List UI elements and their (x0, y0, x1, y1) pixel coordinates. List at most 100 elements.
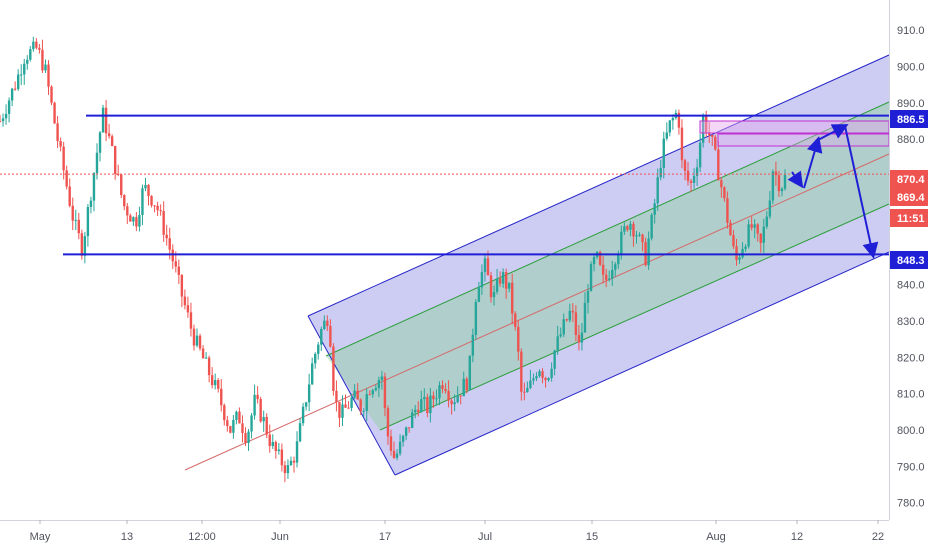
candle-body (86, 206, 90, 237)
candle-body (426, 396, 429, 414)
candle-body (323, 320, 326, 330)
candle-body (486, 258, 490, 276)
candle-body (520, 351, 523, 392)
candle-body (671, 118, 675, 121)
candle-body (477, 287, 481, 302)
candle-body (574, 312, 578, 335)
price-axis[interactable]: 780.0 790.0 800.0 810.0 820.0 830.0 840.0 880.0… (897, 25, 925, 510)
candle-body (604, 274, 608, 280)
candle-body (129, 215, 132, 222)
time-axis[interactable]: May 13 12:00 Jun 17 Jul 15 Aug 12 22 (30, 520, 885, 543)
candle-body (117, 173, 120, 175)
candle-body (750, 224, 753, 228)
candle-body (223, 405, 226, 421)
price-tag (890, 188, 928, 206)
candle-body (414, 409, 417, 413)
candle-body (571, 310, 575, 313)
candle-body (411, 412, 414, 428)
candle-body (547, 378, 550, 381)
time-tick-label: 15 (586, 531, 598, 543)
candle-body (177, 266, 181, 275)
candle-body (474, 301, 478, 335)
candle-body (617, 253, 620, 265)
candle-body (559, 334, 562, 337)
candle-body (532, 378, 535, 381)
candle-body (456, 395, 459, 403)
time-tick-label: 13 (121, 531, 133, 543)
candle-body (514, 313, 517, 327)
target-zone-lower (717, 133, 890, 147)
candle-body (198, 335, 202, 349)
candle-body (480, 272, 484, 288)
candle-body (23, 63, 26, 75)
candle-body (238, 411, 241, 424)
candle-body (132, 217, 135, 222)
candle-body (332, 346, 335, 391)
candle-body (517, 326, 520, 352)
channel-outer-band (308, 55, 889, 475)
candle-body (256, 394, 259, 400)
time-tick-label: Aug (706, 531, 726, 543)
candle-body (241, 423, 244, 434)
candle-body (44, 64, 47, 71)
price-tick-label: 900.0 (897, 62, 925, 74)
candle-body (765, 216, 769, 227)
candle-body (35, 41, 38, 48)
candle-body (138, 214, 141, 227)
candle-body (320, 329, 323, 345)
candle-body (286, 465, 290, 474)
candle-body (711, 134, 714, 137)
time-tick-label: Jun (271, 531, 289, 543)
candle-body (383, 376, 387, 409)
candle-body (529, 380, 532, 388)
price-tick-label: 800.0 (897, 425, 925, 437)
candle-body (447, 390, 450, 401)
candles-layer (0, 36, 787, 483)
candle-body (310, 363, 314, 385)
candle-body (689, 180, 693, 183)
candle-body (62, 146, 65, 171)
candle-body (301, 406, 305, 424)
candle-body (759, 233, 762, 243)
candle-body (389, 436, 393, 451)
candle-body (401, 435, 405, 442)
candle-body (501, 272, 505, 284)
candle-body (274, 441, 278, 452)
candle-body (350, 397, 353, 408)
candle-body (568, 310, 572, 321)
candle-body (662, 138, 665, 168)
candle-body (253, 394, 256, 416)
candle-body (171, 249, 174, 262)
candle-body (523, 391, 526, 393)
price-tag (890, 251, 928, 269)
candle-body (195, 335, 199, 346)
candle-body (720, 180, 723, 188)
price-tag (890, 170, 928, 188)
candle-body (347, 407, 350, 409)
candle-body (107, 133, 111, 137)
candle-body (608, 278, 611, 280)
candle-body (268, 434, 271, 447)
candle-body (292, 460, 296, 463)
candle-body (126, 206, 129, 216)
candle-body (47, 64, 50, 87)
candle-body (201, 348, 205, 359)
candle-body (50, 86, 53, 103)
candle-body (556, 336, 559, 351)
candle-body (95, 152, 99, 174)
candle-body (159, 210, 162, 212)
candle-body (586, 290, 590, 303)
candle-body (298, 423, 302, 442)
candle-body (680, 127, 684, 161)
projection-arrow-3 (817, 124, 849, 141)
price-tick-label: 910.0 (897, 25, 925, 37)
candle-body (168, 238, 171, 250)
candle-body (507, 282, 511, 289)
candle-body (68, 186, 71, 206)
candle-body (780, 188, 784, 192)
target-zone-upper (699, 120, 890, 134)
price-tag-label: 11:51 (897, 213, 925, 225)
candle-body (392, 450, 396, 458)
candle-body (526, 387, 529, 393)
